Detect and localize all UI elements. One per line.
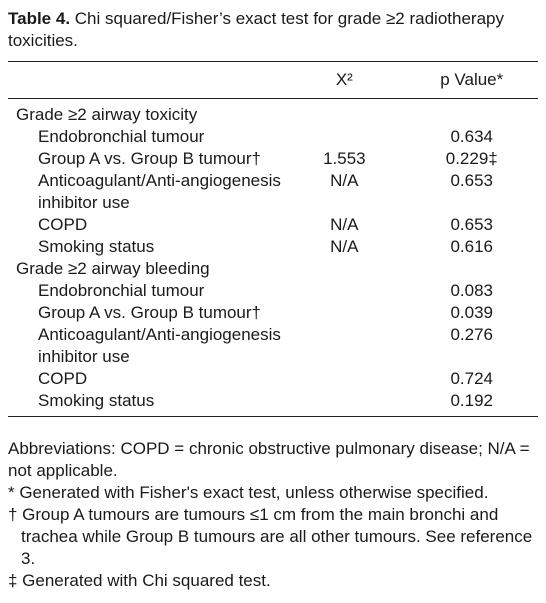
table-body: Grade ≥2 airway toxicity Endobronchial tu…	[8, 99, 538, 417]
group-row: Grade ≥2 airway bleeding	[8, 258, 538, 280]
footnotes: Abbreviations: COPD = chronic obstructiv…	[8, 438, 538, 592]
chi-empty	[283, 302, 405, 324]
p-value: 0.616	[450, 237, 494, 256]
p-value: 0.192	[450, 391, 494, 410]
data-row: Group A vs. Group B tumour† 0.039	[8, 302, 538, 324]
p-value: 0.083	[450, 281, 494, 300]
row-label: Endobronchial tumour	[38, 281, 205, 300]
data-row: Smoking status N/A 0.616	[8, 236, 538, 258]
header-blank	[8, 62, 283, 99]
chi-empty	[283, 390, 405, 417]
data-row: COPD 0.724	[8, 368, 538, 390]
p-value: 0.229‡	[445, 149, 498, 168]
chi-value: 1.553	[323, 149, 366, 168]
row-label: Endobronchial tumour	[38, 127, 205, 146]
row-label: Group A vs. Group B tumour†	[38, 303, 262, 322]
p-value: 0.634	[450, 127, 494, 146]
chi-empty	[283, 280, 405, 302]
p-value: 0.276	[450, 325, 494, 344]
data-row: Smoking status 0.192	[8, 390, 538, 417]
chi-empty	[283, 368, 405, 390]
data-row: Endobronchial tumour 0.083	[8, 280, 538, 302]
data-row: Group A vs. Group B tumour† 1.553 0.229‡	[8, 148, 538, 170]
table-title: Table 4. Chi squared/Fisher’s exact test…	[8, 8, 538, 52]
data-row: Endobronchial tumour 0.634	[8, 126, 538, 148]
p-value: 0.039	[450, 303, 494, 322]
footnote: * Generated with Fisher's exact test, un…	[8, 483, 489, 502]
data-row: COPD N/A 0.653	[8, 214, 538, 236]
p-value: 0.653	[450, 171, 494, 190]
footnote: ‡ Generated with Chi squared test.	[8, 571, 271, 590]
table-label: Table 4.	[8, 9, 71, 28]
row-label: Anticoagulant/Anti-angiogenesis inhibito…	[38, 171, 281, 212]
p-value: 0.653	[450, 215, 494, 234]
header-p: p Value*	[440, 70, 504, 89]
chi-empty	[283, 126, 405, 148]
table-caption: Chi squared/Fisher’s exact test for grad…	[8, 9, 504, 50]
p-value: 0.724	[450, 369, 494, 388]
row-label: Smoking status	[38, 237, 155, 256]
footnote: † Group A tumours are tumours ≤1 cm from…	[8, 505, 533, 568]
group-row: Grade ≥2 airway toxicity	[8, 99, 538, 127]
group-label: Grade ≥2 airway toxicity	[16, 105, 198, 124]
group-label: Grade ≥2 airway bleeding	[16, 259, 210, 278]
table: X² p Value* Grade ≥2 airway toxicity Endo…	[8, 61, 538, 417]
row-label: Smoking status	[38, 391, 155, 410]
row-label: Group A vs. Group B tumour†	[38, 149, 262, 168]
row-label: Anticoagulant/Anti-angiogenesis inhibito…	[38, 325, 281, 366]
header-row: X² p Value*	[8, 62, 538, 99]
chi-value: N/A	[330, 171, 359, 190]
chi-empty	[283, 324, 405, 368]
chi-value: N/A	[330, 237, 359, 256]
header-chi: X²	[335, 70, 353, 89]
data-row: Anticoagulant/Anti-angiogenesis inhibito…	[8, 170, 538, 214]
chi-value: N/A	[330, 215, 359, 234]
data-row: Anticoagulant/Anti-angiogenesis inhibito…	[8, 324, 538, 368]
row-label: COPD	[38, 369, 88, 388]
footnote: Abbreviations: COPD = chronic obstructiv…	[8, 439, 530, 480]
row-label: COPD	[38, 215, 88, 234]
